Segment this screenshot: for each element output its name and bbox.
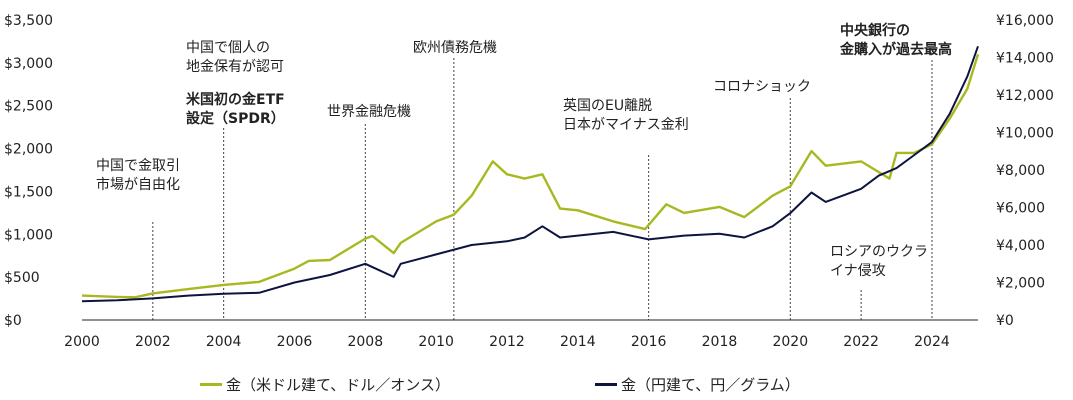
legend-swatch-usd [200,383,222,386]
x-tick-label: 2012 [489,334,525,350]
y-right-tick-label: ¥12,000 [996,88,1054,104]
event-annotation: ロシアのウクライナ侵攻 [830,244,928,279]
x-tick-label: 2006 [277,334,313,350]
event-annotation: 米国初の金ETF 設定（SPDR） [186,91,285,127]
y-right-tick-label: ¥6,000 [996,201,1045,217]
event-annotation: 中国で個人の地金保有が認可 [186,40,284,75]
legend-label-jpy: 金（円建て、円／グラム） [621,376,800,394]
y-left-tick-label: $2,000 [4,142,53,158]
y-right-tick-label: ¥4,000 [996,238,1045,254]
event-annotation: コロナショック [713,79,811,95]
y-left-tick-label: $0 [4,313,22,329]
y-left-tick-label: $500 [4,270,40,286]
y-right-tick-label: ¥0 [996,313,1014,329]
x-tick-label: 2020 [772,334,808,350]
y-right-tick-label: ¥14,000 [996,51,1054,67]
event-marker-lines [152,58,933,320]
legend-item-jpy: 金（円建て、円／グラム） [595,374,800,395]
y-left-tick-label: $2,500 [4,99,53,115]
y-left-tick-label: $1,000 [4,227,53,243]
y-right-tick-label: ¥2,000 [996,276,1045,292]
legend-label-usd: 金（米ドル建て、ドル／オンス） [226,376,450,394]
x-axis-ticks: 2000 2002 2004 2006 2008 2010 2012 2014 2016 2018… [64,334,950,350]
gold-price-chart: 2000 2002 2004 2006 2008 2010 2012 2014 2016 2018… [4,13,1054,350]
y-right-axis-ticks: ¥0 ¥2,000 ¥4,000 ¥6,000 ¥8,000 ¥10,000 ¥12,000… [996,13,1054,329]
x-tick-label: 2000 [64,334,100,350]
x-tick-label: 2008 [347,334,383,350]
x-tick-label: 2022 [843,334,879,350]
legend: 金（米ドル建て、ドル／オンス） 金（円建て、円／グラム） [200,374,1060,396]
event-annotation: 英国のEU離脱日本がマイナス金利 [563,97,689,133]
x-tick-label: 2004 [206,334,242,350]
y-left-tick-label: $3,500 [4,13,53,29]
series-layer [81,45,980,303]
x-tick-label: 2014 [560,334,596,350]
y-right-tick-label: ¥8,000 [996,163,1045,179]
x-tick-label: 2016 [631,334,667,350]
event-annotation: 中央銀行の金購入が過去最高 [839,22,952,58]
event-annotation: 中国で金取引市場が自由化 [96,158,180,193]
y-left-axis-ticks: $0 $500 $1,000 $1,500 $2,000 $2,500 $3,000 $3,5… [4,13,53,329]
x-tick-label: 2002 [135,334,171,350]
y-left-tick-label: $1,500 [4,184,53,200]
x-tick-label: 2024 [914,334,950,350]
y-right-tick-label: ¥16,000 [996,13,1054,29]
legend-swatch-jpy [595,383,617,386]
series-line-jpy [81,45,979,303]
x-tick-label: 2010 [418,334,454,350]
x-tick-label: 2018 [702,334,738,350]
legend-item-usd: 金（米ドル建て、ドル／オンス） [200,374,450,395]
event-annotation: 世界金融危機 [327,104,411,120]
y-left-tick-label: $3,000 [4,56,53,72]
event-annotation: 欧州債務危機 [413,40,497,56]
y-right-tick-label: ¥10,000 [996,126,1054,142]
series-line-usd [81,53,980,299]
